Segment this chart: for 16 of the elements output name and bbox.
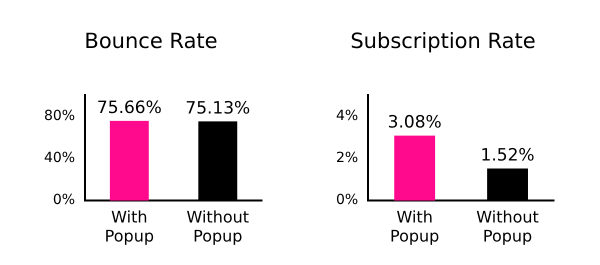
y-tick-label: 0% bbox=[52, 192, 76, 208]
data-label: 3.08% bbox=[388, 112, 442, 133]
y-tick-label: 40% bbox=[44, 150, 76, 166]
y-tick-label: 4% bbox=[336, 108, 358, 124]
y-tick-label: 0% bbox=[336, 192, 358, 208]
data-label: 75.13% bbox=[185, 98, 250, 118]
x-tick-label: With Popup bbox=[390, 207, 440, 246]
data-label: 75.66% bbox=[96, 98, 162, 118]
x-tick-label: Without Popup bbox=[186, 207, 250, 246]
data-label: 1.52% bbox=[480, 145, 535, 166]
y-tick-label: 80% bbox=[44, 108, 76, 124]
x-tick-label: Without Popup bbox=[476, 207, 539, 246]
x-tick-label: With Popup bbox=[104, 207, 154, 246]
y-tick-label: 2% bbox=[336, 150, 358, 166]
chart-title: Bounce Rate bbox=[84, 29, 218, 54]
chart-title: Subscription Rate bbox=[350, 29, 536, 54]
